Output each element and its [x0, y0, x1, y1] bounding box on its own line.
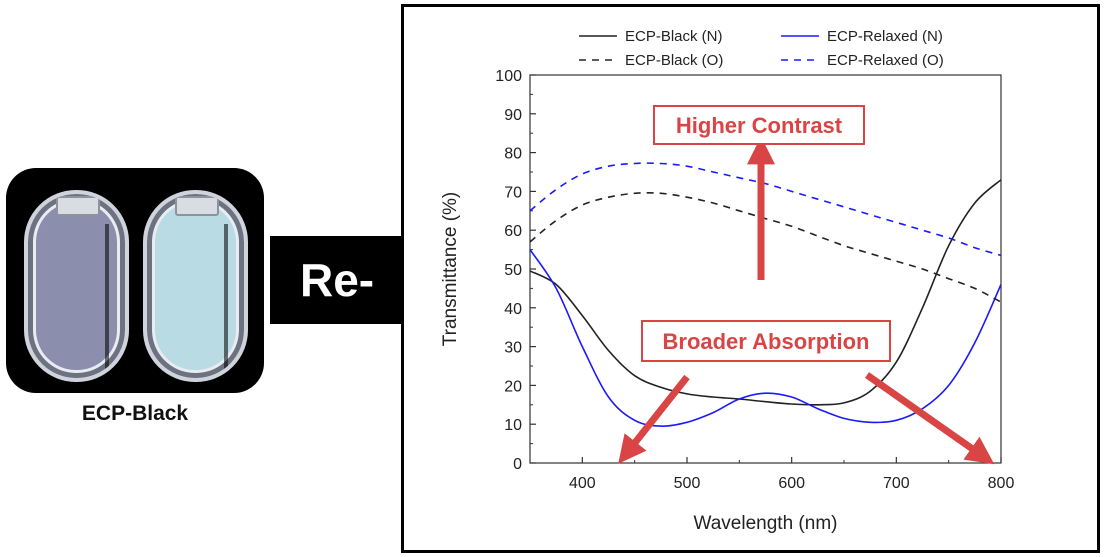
- series-line-ecp-relaxed-o: [529, 162, 1002, 257]
- photo-label: ECP-Black: [81, 402, 189, 425]
- series-line-ecp-black-n: [529, 179, 1002, 406]
- y-tick-label: 0: [513, 456, 522, 473]
- vial-photo: [6, 168, 264, 393]
- y-tick-label: 70: [504, 184, 522, 201]
- absorption-label: Broader Absorption: [663, 329, 870, 354]
- vial-neutral: [24, 190, 129, 382]
- vial-shine: [105, 224, 109, 374]
- y-tick-label: 40: [504, 301, 522, 318]
- series-line-ecp-black-o: [529, 192, 1002, 303]
- series-line-ecp-relaxed-n: [529, 249, 1002, 427]
- contrast-label-box: [653, 105, 865, 145]
- vial-cap: [175, 196, 219, 216]
- absorption-label-box: [641, 320, 891, 362]
- legend-label: ECP-Black (O): [625, 52, 723, 69]
- chart-frame: ECP-Black (N) ECP-Relaxed (N) ECP-Black (O…: [401, 4, 1100, 553]
- vial-shine: [224, 224, 228, 374]
- vial-cap: [56, 196, 100, 216]
- axes: 0 10 20 30 40 50 60 70 80 90 100 400 500 600 700 800 Wav…: [440, 68, 1014, 534]
- y-tick-label: 30: [504, 340, 522, 357]
- contrast-label: Higher Contrast: [676, 113, 843, 138]
- connector-banner: Re-: [270, 236, 402, 324]
- x-tick-label: 600: [778, 475, 805, 492]
- y-tick-label: 90: [504, 107, 522, 124]
- x-tick-label: 800: [988, 475, 1015, 492]
- legend-label: ECP-Relaxed (O): [827, 52, 944, 69]
- legend-label: ECP-Relaxed (N): [827, 28, 943, 45]
- arrow-down-right: [864, 372, 995, 465]
- y-tick-label: 60: [504, 223, 522, 240]
- connector-label: Re-: [300, 254, 375, 306]
- x-tick-label: 400: [569, 475, 596, 492]
- x-tick-label: 500: [674, 475, 701, 492]
- y-tick-label: 20: [504, 378, 522, 395]
- series-layer: [529, 162, 1002, 427]
- legend-label: ECP-Black (N): [625, 28, 723, 45]
- arrow-down-left: [618, 374, 690, 464]
- y-tick-label: 100: [495, 68, 522, 85]
- x-axis-label: Wavelength (nm): [694, 513, 838, 534]
- y-axis-label: Transmittance (%): [440, 192, 461, 347]
- y-tick-label: 80: [504, 146, 522, 163]
- transmittance-chart: ECP-Black (N) ECP-Relaxed (N) ECP-Black (O…: [440, 28, 1014, 534]
- annotation-layer: Higher Contrast Broader Absorption: [618, 105, 995, 465]
- vial-oxidized: [143, 190, 248, 382]
- y-tick-label: 10: [504, 417, 522, 434]
- y-tick-label: 50: [504, 262, 522, 279]
- x-tick-label: 700: [883, 475, 910, 492]
- legend: ECP-Black (N) ECP-Relaxed (N) ECP-Black (O…: [579, 28, 944, 69]
